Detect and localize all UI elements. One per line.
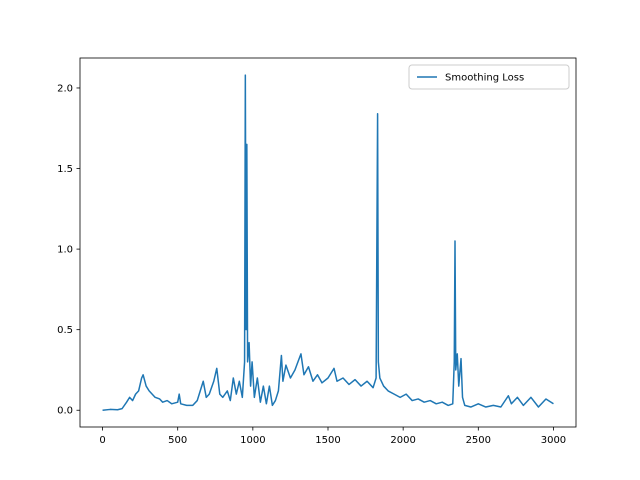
- line: [102, 74, 554, 411]
- legend-box: [408, 64, 570, 90]
- y-tick-label: 1.5: [57, 164, 73, 175]
- axes-frame: [79, 57, 577, 428]
- legend-label: Smoothing Loss: [445, 73, 524, 84]
- y-tick-label: 1.0: [57, 245, 73, 256]
- x-tick-label: 2500: [466, 435, 491, 446]
- x-tick-label: 1000: [240, 435, 265, 446]
- x-tick-label: 500: [168, 435, 187, 446]
- x-tick-label: 3000: [541, 435, 566, 446]
- y-tick-label: 0.0: [57, 406, 73, 417]
- x-tick-label: 2000: [390, 435, 415, 446]
- y-tick-label: 0.5: [57, 325, 73, 336]
- x-tick-label: 1500: [315, 435, 340, 446]
- y-tick-label: 2.0: [57, 83, 73, 94]
- x-tick-label: 0: [99, 435, 105, 446]
